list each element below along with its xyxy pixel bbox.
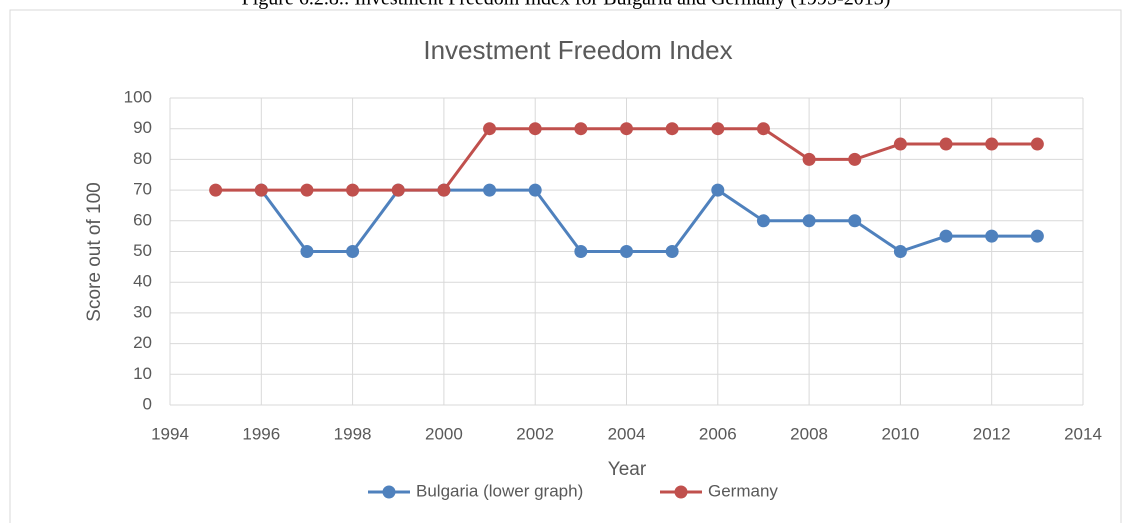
- legend-marker: [382, 485, 396, 499]
- x-tick-label: 2000: [425, 424, 463, 443]
- x-tick-label: 1996: [242, 424, 280, 443]
- x-tick-label: 2012: [973, 424, 1011, 443]
- legend-marker: [674, 485, 688, 499]
- data-point: [209, 183, 223, 197]
- x-tick-label: 2002: [516, 424, 554, 443]
- data-point: [711, 122, 725, 136]
- x-tick-label: 2008: [790, 424, 828, 443]
- data-point: [1030, 229, 1044, 243]
- data-point: [346, 245, 360, 258]
- x-tick-label: 2010: [881, 424, 919, 443]
- data-point: [711, 183, 725, 197]
- y-tick-label: 50: [133, 241, 152, 260]
- data-point: [1030, 137, 1044, 151]
- y-tick-label: 30: [133, 302, 152, 321]
- y-tick-label: 10: [133, 364, 152, 383]
- y-tick-label: 60: [133, 210, 152, 229]
- data-point: [528, 122, 542, 136]
- data-point: [939, 137, 953, 151]
- data-point: [254, 183, 268, 197]
- y-tick-label: 70: [133, 180, 152, 199]
- data-point: [893, 137, 907, 151]
- data-point: [300, 245, 314, 258]
- y-tick-label: 100: [124, 87, 152, 106]
- data-point: [391, 183, 405, 197]
- data-point: [574, 245, 588, 258]
- series-line: [260, 188, 1038, 254]
- legend-label: Bulgaria (lower graph): [416, 481, 583, 500]
- data-point: [483, 122, 497, 136]
- y-tick-label: 80: [133, 149, 152, 168]
- data-point: [665, 122, 679, 136]
- data-point: [985, 137, 999, 151]
- x-tick-label: 1998: [334, 424, 372, 443]
- data-point: [483, 183, 497, 197]
- y-tick-label: 20: [133, 333, 152, 352]
- caption: Figure 6.2.8.: Investment Freedom Index …: [242, 0, 891, 10]
- data-point: [620, 245, 633, 258]
- x-tick-label: 1994: [151, 424, 189, 443]
- data-point: [848, 152, 862, 166]
- data-point: [848, 214, 862, 228]
- data-point: [802, 152, 816, 166]
- data-point: [437, 183, 451, 197]
- y-tick-label: 90: [133, 118, 152, 137]
- data-point: [802, 214, 816, 228]
- legend-label: Germany: [708, 481, 778, 500]
- y-tick-label: 0: [143, 394, 152, 413]
- data-point: [756, 214, 770, 228]
- data-point: [574, 122, 588, 136]
- data-point: [346, 183, 360, 197]
- y-tick-label: 40: [133, 272, 152, 291]
- data-point: [665, 245, 679, 258]
- data-point: [620, 122, 633, 136]
- y-axis-label: Score out of 100: [84, 182, 105, 321]
- data-point: [893, 245, 907, 258]
- data-point: [756, 122, 770, 136]
- x-tick-label: 2006: [699, 424, 737, 443]
- x-axis-label: Year: [608, 459, 647, 480]
- x-tick-label: 2014: [1064, 424, 1102, 443]
- data-point: [985, 229, 999, 243]
- data-point: [300, 183, 314, 197]
- data-point: [528, 183, 542, 197]
- data-point: [939, 229, 953, 243]
- chart-border: [9, 9, 1122, 523]
- chart-title: Investment Freedom Index: [423, 35, 732, 65]
- x-tick-label: 2004: [608, 424, 646, 443]
